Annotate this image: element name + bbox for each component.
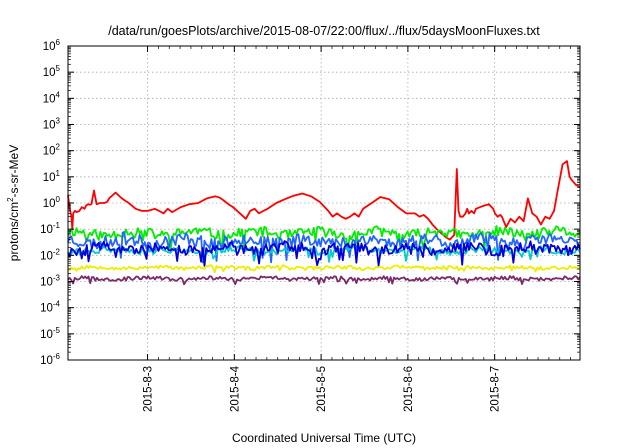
x-axis-label: Coordinated Universal Time (UTC) [232,431,416,445]
y-tick-label: 106 [43,38,61,53]
y-axis-label: protons/cm2-s-sr-MeV [6,145,21,261]
y-tick-label: 103 [43,117,61,132]
series-line-4 [67,245,581,263]
x-tick-labels: 2015-8-3 2015-8-4 2015-8-5 2015-8-6 2015-8-7 [143,365,502,412]
x-tick-label: 2015-8-4 [229,365,241,412]
chart-title: /data/run/goesPlots/archive/2015-08-07/2… [108,24,540,38]
series-line-3 [67,231,581,264]
series-line-5 [67,240,581,267]
y-tick-label: 10-3 [40,274,60,289]
y-axis-label-tail: -s-sr-MeV [7,145,21,198]
x-tick-label: 2015-8-6 [403,366,415,412]
y-tick-label: 10-2 [40,247,60,262]
y-tick-label: 10-1 [40,221,60,236]
x-tick-label: 2015-8-3 [143,366,155,412]
y-axis-label-sup: 2 [6,197,15,202]
y-tick-label: 100 [43,195,61,210]
y-tick-labels: 10-6 10-5 10-4 10-3 10-2 10-1 100 101 102 103 104 1… [40,38,60,367]
y-tick-label: 104 [43,90,61,105]
ticks [68,45,580,361]
y-tick-label: 10-4 [40,300,60,315]
series-group [67,160,581,286]
grid [68,46,580,360]
series-line-7 [67,275,581,286]
series-line-6 [67,264,581,274]
y-tick-label: 102 [43,143,61,158]
series-line-2 [67,225,581,253]
y-tick-label: 105 [43,64,61,79]
series-line-1 [67,160,581,241]
y-tick-label: 10-6 [40,352,60,367]
y-axis-label-base: protons/cm [7,202,21,261]
y-tick-label: 101 [43,169,61,184]
y-tick-label: 10-5 [40,326,60,341]
x-tick-label: 2015-8-7 [490,366,502,412]
x-tick-label: 2015-8-5 [316,366,328,412]
